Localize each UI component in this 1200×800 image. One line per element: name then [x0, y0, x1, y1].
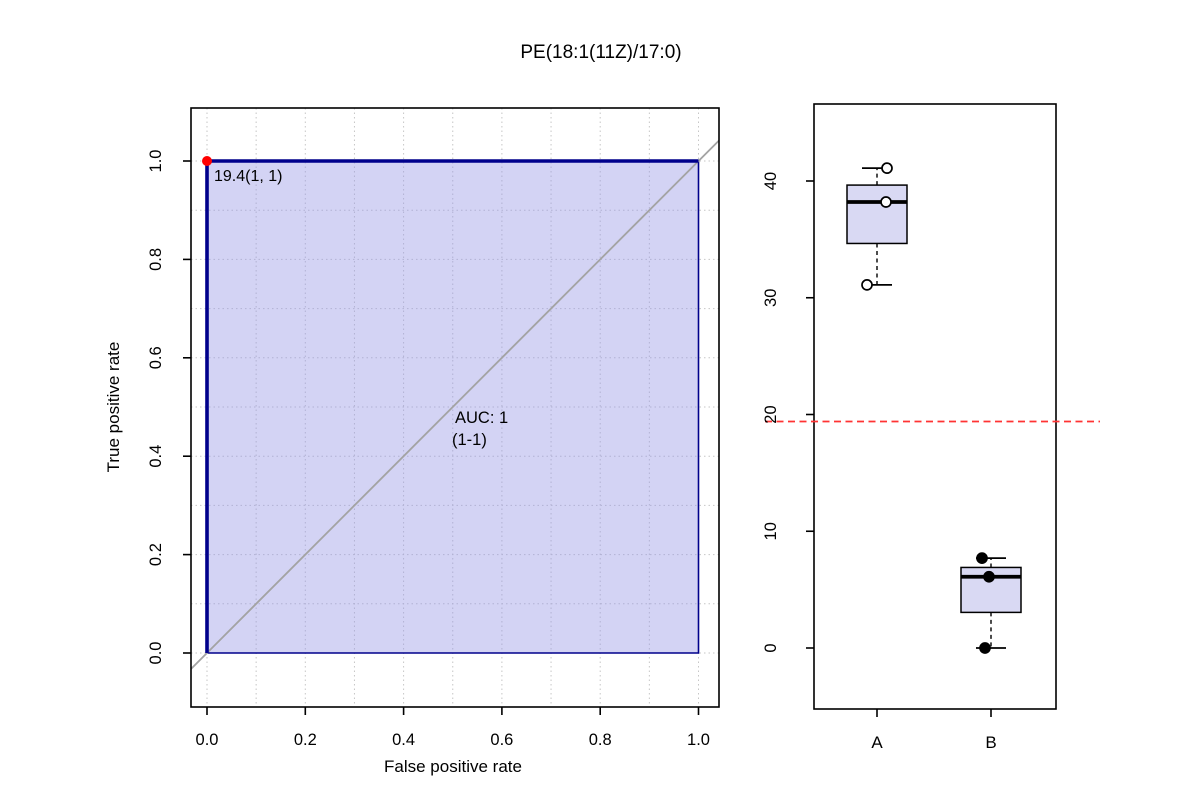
boxplot-frame — [813, 103, 1057, 710]
data-point-B — [979, 642, 991, 654]
data-point-B — [976, 552, 988, 564]
roc-cutoff-point — [202, 156, 212, 166]
roc-x-tick-label: 0.6 — [490, 731, 513, 749]
roc-plot-frame — [190, 107, 720, 708]
roc-x-tick-label: 0.4 — [392, 731, 415, 749]
data-point-A — [880, 196, 892, 208]
roc-x-tick-label: 1.0 — [687, 731, 710, 749]
main-title: PE(18:1(11Z)/17:0) — [520, 42, 681, 63]
roc-y-tick-label: 0.6 — [147, 346, 165, 369]
data-point-A — [861, 279, 873, 291]
box-A — [846, 184, 908, 245]
roc-x-tick-label: 0.8 — [589, 731, 612, 749]
roc-y-tick-label: 1.0 — [147, 150, 165, 173]
roc-x-tick-label: 0.2 — [294, 731, 317, 749]
roc-auc-label: AUC: 1 — [455, 409, 508, 427]
roc-y-tick-label: 0.8 — [147, 248, 165, 271]
roc-auc-ci-label: (1-1) — [452, 431, 487, 449]
boxplot-y-tick-label: 0 — [762, 643, 780, 652]
category-label-B: B — [985, 733, 996, 752]
roc-panel: 0.0 0.2 0.4 0.6 0.8 1.0 0.0 0.2 0.4 0.6 0.8 1.0 19.… — [104, 107, 720, 776]
data-point-A — [881, 162, 893, 175]
roc-y-axis-title: True positive rate — [104, 342, 123, 473]
roc-y-tick-label: 0.4 — [147, 445, 165, 468]
roc-diagonal-reference-line — [190, 139, 720, 670]
boxplot-y-tick-label: 30 — [762, 289, 780, 307]
boxplot-y-tick-label: 40 — [762, 172, 780, 190]
boxplot-y-tick-label: 20 — [762, 405, 780, 423]
roc-x-axis-title: False positive rate — [384, 757, 522, 776]
boxplot-y-tick-label: 10 — [762, 522, 780, 540]
roc-cutoff-label: 19.4(1, 1) — [214, 168, 282, 185]
boxplot-axis-ticks: 0 10 20 30 40 — [762, 172, 814, 653]
roc-axis-ticks: 0.0 0.2 0.4 0.6 0.8 1.0 0.0 0.2 0.4 0.6 0.8 1.0 — [147, 150, 710, 749]
roc-x-tick-label: 0.0 — [196, 731, 219, 749]
category-label-A: A — [871, 733, 883, 752]
data-point-B — [983, 570, 995, 583]
roc-y-tick-label: 0.0 — [147, 642, 165, 665]
roc-y-tick-label: 0.2 — [147, 543, 165, 566]
